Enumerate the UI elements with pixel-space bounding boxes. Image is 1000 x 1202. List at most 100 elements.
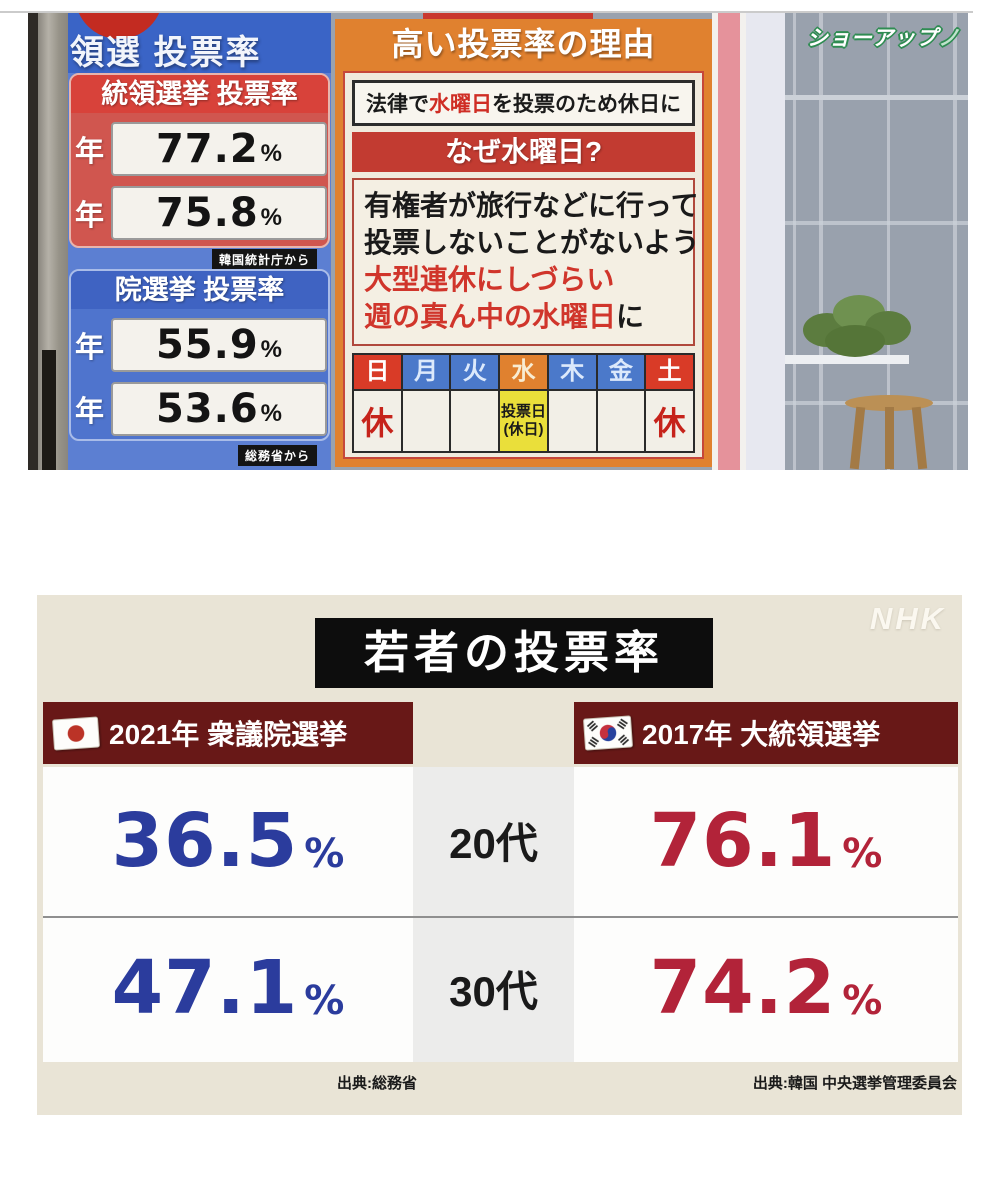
show-logo-swoosh: ノ bbox=[938, 27, 960, 50]
age-label-30s: 30代 bbox=[449, 967, 538, 1015]
japan-20s-value: 36.5% bbox=[43, 767, 413, 915]
calendar-body-row: 休 投票日 (休日) 休 bbox=[354, 390, 693, 451]
glass-shelf-edge bbox=[819, 13, 823, 470]
korea-30s-value: 74.2% bbox=[574, 915, 958, 1063]
percent-sign: % bbox=[260, 204, 283, 231]
reasons-board: 高い投票率の理由 法律で 水曜日 を投票のため休日に なぜ水曜日? 有権者が旅行など… bbox=[335, 13, 712, 467]
turnout-value: 55.9 bbox=[155, 322, 259, 368]
reasons-title: 高い投票率の理由 bbox=[391, 26, 656, 62]
age-label-20s: 20代 bbox=[449, 820, 538, 868]
house-panel-header: 院選挙 投票率 bbox=[71, 271, 328, 309]
house-turnout-panel: 院選挙 投票率 年 55.9% 年 53.6% bbox=[69, 269, 330, 441]
percent-sign: % bbox=[304, 830, 345, 877]
percent-sign: % bbox=[260, 336, 283, 363]
explanation-line: 週の真ん中の水曜日に bbox=[364, 299, 683, 336]
explanation-line: 有権者が旅行などに行って bbox=[364, 190, 699, 221]
day-monday: 月 bbox=[402, 354, 450, 389]
youth-turnout-infographic: NHK 若者の投票率 2021年 衆議院選挙 bbox=[37, 595, 962, 1115]
glass-shelf-edge bbox=[887, 13, 890, 470]
week-calendar: 日 月 火 水 木 金 土 休 投票日 (休日) bbox=[352, 352, 695, 453]
table-row: 年 55.9% bbox=[75, 317, 327, 373]
nhk-logo: NHK bbox=[869, 601, 946, 636]
calendar-cell bbox=[402, 390, 450, 451]
turnout-number: 47.1 bbox=[111, 945, 299, 1032]
day-friday: 金 bbox=[597, 354, 645, 389]
glass-shelf-bar bbox=[785, 221, 968, 225]
korea-flag-icon bbox=[583, 715, 633, 751]
law-statement: 法律で 水曜日 を投票のため休日に bbox=[352, 80, 695, 126]
plant bbox=[803, 291, 913, 361]
presidential-panel-header: 統領選挙 投票率 bbox=[71, 75, 328, 113]
percent-sign: % bbox=[260, 400, 283, 427]
explanation-box: 有権者が旅行などに行って 投票しないことがないよう 大型連休にしづらい 週の真ん… bbox=[352, 178, 700, 346]
source-badge: 韓国統計庁から bbox=[211, 249, 317, 270]
table-row: 年 77.2% bbox=[75, 121, 327, 177]
explanation-line: 大型連休にしづらい bbox=[364, 263, 615, 295]
edge-stripe bbox=[740, 13, 746, 470]
why-wednesday-band: なぜ水曜日? bbox=[352, 132, 695, 172]
stool-leg bbox=[885, 407, 894, 469]
value-box: 53.6% bbox=[111, 382, 327, 436]
studio-background: ショーアップノ bbox=[785, 13, 968, 470]
year-label: 年 bbox=[75, 396, 105, 428]
board-title: 領選 投票率 bbox=[70, 34, 262, 72]
law-highlight: 水曜日 bbox=[429, 93, 492, 116]
voteday-line2: (休日) bbox=[503, 420, 544, 438]
japan-values-column: 36.5% 47.1% bbox=[43, 767, 413, 1062]
explanation-red-part: 週の真ん中の水曜日 bbox=[364, 300, 617, 332]
japan-30s-value: 47.1% bbox=[43, 915, 413, 1063]
percent-sign: % bbox=[304, 978, 345, 1025]
calendar-cell-rest: 休 bbox=[354, 390, 401, 451]
white-shelf-bar bbox=[785, 355, 909, 364]
japan-election-header: 2021年 衆議院選挙 bbox=[43, 702, 413, 764]
red-topline bbox=[423, 13, 593, 19]
stool-leg bbox=[911, 406, 928, 470]
plant-leaf bbox=[825, 325, 885, 357]
turnout-value: 75.8 bbox=[155, 190, 259, 236]
explanation-line: 投票しないことがないよう bbox=[364, 226, 700, 258]
curtain-strip bbox=[38, 13, 68, 470]
stool-top bbox=[845, 395, 933, 411]
calendar-cell bbox=[548, 390, 596, 451]
glass-shelf-edge bbox=[793, 13, 796, 470]
age-column: 20代 30代 bbox=[413, 767, 574, 1062]
day-tuesday: 火 bbox=[451, 354, 499, 389]
day-saturday: 土 bbox=[646, 354, 693, 389]
day-wednesday: 水 bbox=[500, 354, 547, 389]
infographic-title: 若者の投票率 bbox=[315, 618, 713, 688]
calendar-cell bbox=[597, 390, 645, 451]
year-label: 年 bbox=[75, 200, 105, 232]
studio-pillar bbox=[746, 13, 785, 470]
turnout-value: 77.2 bbox=[155, 126, 259, 172]
calendar-cell bbox=[451, 390, 499, 451]
value-box: 77.2% bbox=[111, 122, 327, 176]
calendar-header-row: 日 月 火 水 木 金 土 bbox=[354, 354, 693, 389]
korea-20s-value: 76.1% bbox=[574, 767, 958, 915]
law-post: を投票のため休日に bbox=[492, 93, 681, 116]
japan-election-label: 2021年 衆議院選挙 bbox=[109, 719, 348, 750]
source-badge: 総務省から bbox=[237, 445, 317, 466]
explanation-black-part: に bbox=[616, 300, 645, 332]
photo-dark-edge bbox=[28, 13, 38, 470]
percent-sign: % bbox=[842, 978, 883, 1025]
reasons-content: 法律で 水曜日 を投票のため休日に なぜ水曜日? 有権者が旅行などに行って 投票しな… bbox=[343, 71, 704, 459]
pink-stripe bbox=[718, 13, 740, 470]
korea-election-label: 2017年 大統領選挙 bbox=[642, 719, 881, 750]
source-japan: 出典:総務省 bbox=[337, 1075, 417, 1092]
voteday-line1: 投票日 bbox=[500, 402, 546, 420]
glass-shelf-bar bbox=[785, 95, 968, 100]
calendar-cell-voteday: 投票日 (休日) bbox=[500, 390, 547, 451]
presidential-turnout-panel: 統領選挙 投票率 年 77.2% 年 75.8% bbox=[69, 73, 330, 248]
day-thursday: 木 bbox=[548, 354, 596, 389]
turnout-number: 36.5 bbox=[111, 797, 299, 884]
top-divider-line bbox=[0, 11, 973, 13]
turnout-number: 74.2 bbox=[649, 945, 837, 1032]
value-box: 55.9% bbox=[111, 318, 327, 372]
tv-screen-photo: 領選 投票率 統領選挙 投票率 年 77.2% 年 75.8% 韓国統計庁から … bbox=[28, 13, 968, 470]
table-row: 年 75.8% bbox=[75, 185, 327, 241]
law-pre: 法律で bbox=[366, 93, 429, 116]
year-label: 年 bbox=[75, 136, 105, 168]
calendar-cell-rest: 休 bbox=[646, 390, 693, 451]
show-logo-text: ショーアップ bbox=[806, 27, 938, 50]
